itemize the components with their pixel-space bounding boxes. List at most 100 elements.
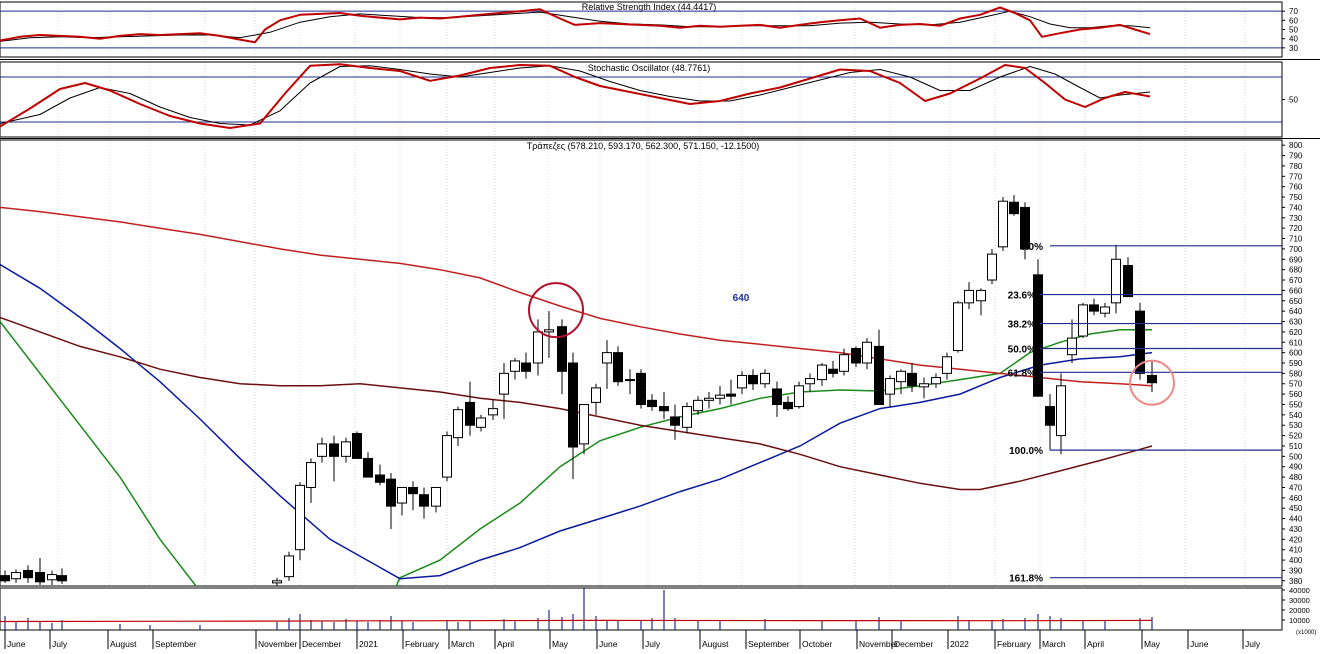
candle-up-body — [1056, 385, 1066, 437]
rsi-title: Relative Strength Index (44.4417) — [582, 2, 717, 12]
candlestick — [272, 577, 282, 586]
candlestick — [896, 369, 906, 395]
candlestick — [579, 403, 589, 455]
x-axis-label: December — [894, 639, 933, 649]
x-axis-label: March — [451, 639, 475, 649]
candle-down-body — [1135, 310, 1145, 374]
price-axis-tick-label: 420 — [1289, 535, 1303, 544]
rsi-axis-tick-label: 50 — [1289, 26, 1298, 35]
rsi-axis-tick-label: 70 — [1289, 7, 1298, 16]
price-axis-tick-label: 680 — [1289, 266, 1303, 275]
rsi-panel: Relative Strength Index (44.4417) 706050… — [0, 2, 1298, 53]
candle-up-body — [839, 354, 849, 372]
candlestick — [919, 377, 929, 399]
x-axis-label: July — [52, 639, 68, 649]
fib-level-label: 23.6% — [1008, 291, 1036, 302]
candle-down-body — [1147, 374, 1157, 384]
candlestick — [465, 381, 475, 436]
candlestick — [998, 197, 1008, 251]
candle-up-body — [805, 378, 815, 385]
candlestick — [591, 383, 601, 415]
x-axis-label: April — [1087, 639, 1104, 649]
candle-up-body — [931, 377, 941, 385]
candlestick — [613, 346, 623, 386]
price-axis-tick-label: 540 — [1289, 411, 1303, 420]
candle-up-body — [998, 200, 1008, 248]
candlestick — [11, 569, 21, 583]
x-axis-label: March — [1042, 639, 1066, 649]
candle-up-body — [341, 441, 351, 457]
candlestick — [352, 431, 362, 459]
price-axis-tick-label: 770 — [1289, 172, 1303, 181]
candle-up-body — [11, 572, 21, 580]
candle-up-body — [625, 379, 635, 382]
candle-up-body — [533, 331, 543, 364]
price-axis-tick-label: 740 — [1289, 203, 1303, 212]
fib-level-label: 100.0% — [1009, 446, 1043, 457]
x-axis-label: July — [645, 639, 661, 649]
candlestick — [419, 487, 429, 519]
candle-up-body — [896, 370, 906, 383]
x-axis-label: August — [702, 639, 729, 649]
candlestick — [1078, 302, 1088, 339]
x-axis-label: December — [302, 639, 341, 649]
candlestick — [533, 319, 543, 376]
candlestick — [284, 551, 294, 581]
candlestick — [976, 288, 986, 316]
x-axis-label: October — [802, 639, 832, 649]
candlestick — [772, 381, 782, 417]
candlestick — [442, 431, 452, 482]
candle-up-body — [1078, 304, 1088, 337]
candle-down-body — [465, 401, 475, 426]
price-axis-tick-label: 710 — [1289, 235, 1303, 244]
candlestick — [625, 369, 635, 395]
candlestick — [907, 363, 917, 393]
price-axis-tick-label: 580 — [1289, 369, 1303, 378]
x-axis-label: February — [997, 639, 1032, 649]
fib-level-label: 50.0% — [1008, 344, 1036, 355]
candle-up-body — [476, 417, 486, 428]
candlestick — [510, 357, 520, 380]
candlestick — [670, 404, 680, 440]
rsi-line — [0, 6, 1151, 44]
price-axis-tick-label: 760 — [1289, 183, 1303, 192]
x-axis: June July August September November December 2… — [4, 630, 1261, 649]
candlestick — [647, 394, 657, 411]
candle-down-body — [670, 416, 680, 426]
candle-up-body — [953, 302, 963, 352]
candle-up-body — [737, 374, 747, 389]
x-axis-label: 2021 — [359, 639, 378, 649]
candlestick — [57, 568, 67, 584]
candle-down-body — [23, 569, 33, 579]
candle-up-body — [591, 387, 601, 403]
candle-down-body — [1089, 304, 1099, 312]
candle-down-body — [647, 399, 657, 408]
price-axis-tick-label: 620 — [1289, 328, 1303, 337]
candlestick — [47, 570, 57, 585]
candlestick — [783, 396, 793, 411]
price-axis-tick-label: 560 — [1289, 390, 1303, 399]
x-axis-label: November — [859, 639, 898, 649]
x-axis-label: May — [552, 639, 569, 649]
volume-axis-tick-label: 30000 — [1289, 596, 1310, 605]
candlestick — [1089, 298, 1099, 316]
candlestick — [1056, 373, 1066, 455]
candle-down-body — [636, 372, 646, 405]
price-axis-tick-label: 800 — [1289, 141, 1303, 150]
candle-up-body — [682, 406, 692, 428]
candlestick — [1135, 302, 1145, 380]
candlestick — [329, 435, 339, 482]
candle-down-body — [613, 352, 623, 383]
price-axis-tick-label: 520 — [1289, 432, 1303, 441]
candle-up-body — [284, 555, 294, 578]
price-axis-tick-label: 450 — [1289, 504, 1303, 513]
candlestick — [987, 248, 997, 285]
volume-axis-tick-label: 10000 — [1289, 616, 1310, 625]
price-title: Τράπεζες (578.210, 593.170, 562.300, 571… — [527, 141, 760, 151]
volume-axis-tick-label: 20000 — [1289, 606, 1310, 615]
candlestick — [341, 437, 351, 463]
candle-up-body — [1111, 258, 1121, 304]
candlestick — [704, 392, 714, 409]
candle-up-body — [453, 409, 463, 439]
